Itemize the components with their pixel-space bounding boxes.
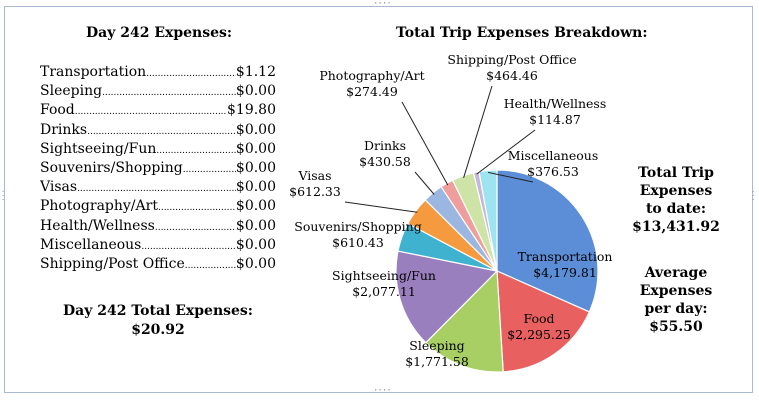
average-value: $55.50 (649, 319, 703, 335)
day-expense-value: $0.00 (235, 121, 276, 138)
leader-line (487, 171, 534, 183)
chart-frame (4, 6, 753, 393)
slice-value-label: $1,771.58 (405, 354, 469, 369)
day-expense-row: Shipping/Post Office....................… (40, 256, 276, 275)
pie-slice (496, 169, 599, 313)
dot-leader: ........................................… (141, 241, 236, 252)
day-expenses-title: Day 242 Expenses: (86, 25, 233, 41)
dot-leader: ........................................… (77, 184, 236, 195)
slice-value-label: $2,295.25 (507, 327, 571, 342)
day-expense-value: $0.00 (235, 255, 276, 272)
day-total-value: $20.92 (131, 322, 185, 338)
slice-label: Drinks (364, 138, 406, 153)
slice-value-label: $2,077.11 (352, 284, 416, 299)
slice-label: Sleeping (409, 338, 464, 353)
slice-label: Souvenirs/Shopping (294, 219, 421, 234)
total-trip-summary: Total Trip Expenses to date: $13,431.92 (620, 164, 732, 236)
day-expense-label: Sightseeing/Fun (40, 140, 157, 157)
leader-line (401, 101, 449, 186)
day-expense-row: Health/Wellness.........................… (40, 218, 276, 237)
resize-handle-top-icon[interactable]: ···· (373, 0, 392, 9)
dot-leader: ........................................… (156, 145, 236, 156)
leader-line (344, 201, 418, 213)
day-expense-label: Drinks (40, 121, 88, 138)
pie-slice (395, 250, 499, 344)
pie-slice (496, 270, 591, 373)
day-expense-value: $0.00 (235, 236, 276, 253)
slice-value-label: $610.43 (332, 235, 384, 250)
average-line3: per day: (644, 301, 708, 317)
slice-label: Photography/Art (319, 68, 424, 83)
day-expense-row: Souvenirs/Shopping......................… (40, 160, 276, 179)
dot-leader: ........................................… (157, 203, 236, 214)
total-trip-line2: Expenses (639, 183, 713, 199)
day-expense-value: $0.00 (235, 179, 276, 196)
day-expense-value: $1.12 (235, 64, 276, 80)
total-trip-value: $13,431.92 (632, 219, 720, 235)
resize-handle-right-icon[interactable]: · · · (751, 188, 756, 204)
day-expense-row: Drinks..................................… (40, 122, 276, 141)
pie-slice (425, 269, 504, 373)
day-expense-value: $0.00 (235, 217, 276, 234)
dot-leader: ........................................… (146, 69, 236, 79)
day-expense-label: Health/Wellness (40, 217, 155, 234)
slice-label: Transportation (518, 249, 613, 264)
slice-label: Food (523, 311, 554, 326)
day-expense-value: $19.80 (227, 102, 276, 119)
dot-leader: ........................................… (184, 260, 236, 271)
day-expense-label: Miscellaneous (40, 236, 142, 253)
day-expense-row: Photography/Art.........................… (40, 198, 276, 217)
day-expense-value: $0.00 (235, 140, 276, 157)
dot-leader: ........................................… (102, 88, 236, 99)
average-summary: Average Expenses per day: $55.50 (620, 264, 732, 336)
dot-leader: ........................................… (182, 164, 236, 175)
resize-handle-bottom-icon[interactable]: ···· (373, 386, 392, 396)
day-expense-row: Sightseeing/Fun.........................… (40, 141, 276, 160)
leader-line (476, 129, 536, 175)
day-expense-value: $0.00 (235, 159, 276, 176)
slice-value-label: $376.53 (527, 164, 579, 179)
slice-label: Health/Wellness (504, 96, 607, 111)
dot-leader: ........................................… (154, 222, 236, 233)
day-expense-label: Sleeping (40, 83, 103, 100)
slice-value-label: $274.49 (346, 84, 398, 99)
day-expense-label: Food (40, 102, 75, 119)
slice-value-label: $4,179.81 (533, 265, 597, 280)
chart-title: Total Trip Expenses Breakdown: (396, 25, 648, 41)
slice-label: Visas (297, 168, 331, 183)
day-expense-value: $0.00 (235, 83, 276, 100)
dot-leader: ........................................… (74, 107, 227, 118)
total-trip-line1: Total Trip (638, 165, 714, 181)
resize-handle-left-icon[interactable]: · · · (1, 188, 6, 204)
leader-line (414, 171, 435, 195)
day-expense-label: Photography/Art (40, 198, 158, 215)
day-expense-row: Visas...................................… (40, 179, 276, 198)
day-total-label: Day 242 Total Expenses: (63, 303, 253, 319)
day-expense-row: Miscellaneous...........................… (40, 237, 276, 256)
slice-value-label: $114.87 (529, 112, 581, 127)
day-expense-list: Transportation..........................… (40, 64, 276, 275)
day-expense-label: Souvenirs/Shopping (40, 159, 183, 176)
day-expense-label: Visas (40, 179, 78, 196)
day-expense-row: Sleeping................................… (40, 83, 276, 102)
day-expense-label: Shipping/Post Office (40, 255, 185, 272)
dot-leader: ........................................… (87, 126, 236, 137)
day-expense-row: Food....................................… (40, 102, 276, 121)
pie-slice (478, 169, 498, 272)
day-expense-value: $0.00 (235, 198, 276, 215)
total-trip-line3: to date: (645, 201, 707, 217)
slice-label: Sightseeing/Fun (332, 268, 436, 283)
leader-line (463, 85, 493, 178)
average-line1: Average (644, 265, 708, 281)
slice-value-label: $612.33 (289, 184, 341, 199)
slice-label: Shipping/Post Office (447, 52, 576, 67)
day-expense-label: Transportation (40, 64, 147, 80)
average-line2: Expenses (639, 283, 713, 299)
slice-value-label: $430.58 (359, 154, 411, 169)
slice-label: Miscellaneous (508, 148, 599, 163)
slice-value-label: $464.46 (486, 68, 538, 83)
day-expense-row: Transportation..........................… (40, 64, 276, 83)
